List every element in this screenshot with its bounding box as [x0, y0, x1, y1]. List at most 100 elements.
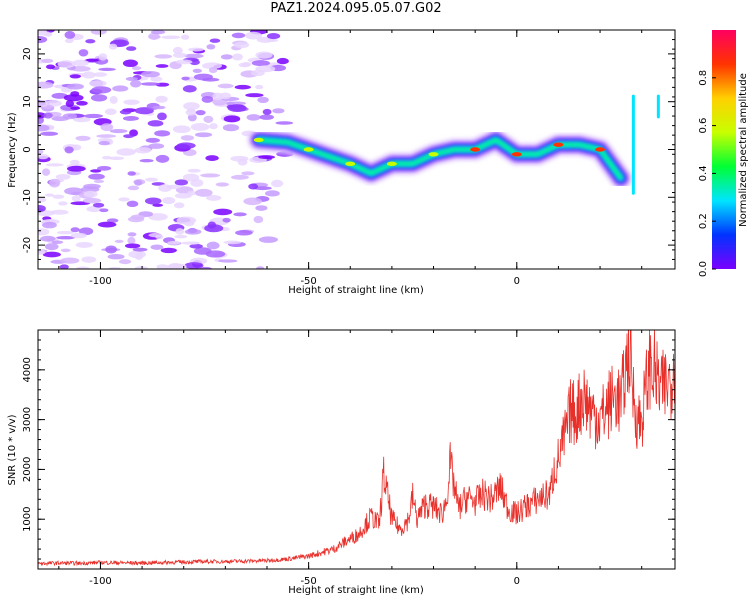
spectrogram-noise-cell [127, 171, 136, 176]
spectrogram-noise-cell [127, 185, 140, 191]
spectrogram-noise-cell [266, 33, 281, 40]
x-tick-label: -50 [300, 576, 316, 587]
spectrogram-noise-cell [116, 148, 136, 156]
spectrogram-noise-cell [207, 221, 217, 229]
colorbar-tick-label: 0.0 [698, 261, 709, 277]
spectrogram-noise-cell [155, 234, 164, 240]
x-tick-label: 0 [514, 276, 520, 287]
spectrogram-noise-cell [70, 232, 87, 239]
snr-background [38, 330, 675, 569]
x-tick-label: 0 [514, 576, 520, 587]
spectrogram-noise-cell [145, 137, 160, 143]
y-tick-label: 1000 [22, 506, 33, 531]
spectrogram-noise-cell [123, 134, 135, 139]
spectrogram-noise-cell [90, 94, 108, 102]
spectrogram-noise-cell [93, 72, 107, 77]
spectrogram-noise-cell [230, 174, 249, 180]
spectrogram-noise-cell [275, 121, 294, 125]
spectrogram-noise-cell [126, 200, 139, 208]
spectrogram-noise-cell [248, 183, 259, 190]
spectrogram-noise-cell [38, 228, 50, 236]
spectrogram-noise-cell [241, 171, 255, 176]
spectrogram-noise-cell [181, 76, 190, 81]
spectrogram-noise-cell [71, 195, 81, 202]
spectrogram-noise-cell [127, 232, 137, 237]
spectrogram-noise-cell [122, 59, 138, 68]
spectrogram-noise-cell [199, 266, 213, 269]
spectrogram-noise-cell [100, 123, 114, 132]
spectrogram-y-axis-label: Frequency (Hz) [7, 112, 18, 188]
spectrogram-noise-cell [127, 236, 136, 245]
spectrogram-noise-cell [180, 135, 195, 141]
y-tick-label: 20 [22, 48, 33, 61]
spectrogram-noise-cell [44, 243, 59, 251]
spectrogram-noise-cell [175, 59, 193, 65]
spectrogram-noise-cell [157, 112, 167, 121]
spectrogram-noise-cell [147, 120, 164, 127]
spectrogram-noise-cell [160, 247, 177, 254]
y-tick-label: -20 [22, 237, 33, 253]
spectrogram-noise-cell [209, 38, 221, 43]
spectrogram-noise-cell [62, 113, 78, 120]
spectrogram-noise-cell [51, 240, 64, 245]
spectrogram-noise-cell [217, 83, 234, 89]
spectrogram-noise-cell [55, 174, 71, 180]
spectrogram-noise-cell [98, 67, 116, 71]
spectrogram-noise-cell [46, 64, 56, 70]
spectrogram-noise-cell [213, 208, 233, 216]
snr-series-line [38, 330, 675, 567]
spectrogram-ridge-peak [386, 161, 397, 167]
figure-title: PAZ1.2024.095.05.07.G02 [270, 1, 442, 16]
spectrogram-noise-cell [38, 204, 46, 213]
snr-x-axis-label: Height of straight line (km) [288, 585, 424, 596]
spectrogram-noise-cell [114, 239, 124, 243]
y-tick-label: 3000 [22, 407, 33, 432]
spectrogram-noise-cell [59, 264, 69, 269]
spectrogram-x-axis-label: Height of straight line (km) [288, 285, 424, 296]
spectrogram-noise-cell [162, 196, 176, 205]
spectrogram-noise-cell [141, 70, 160, 78]
spectrogram-noise-cell [243, 197, 263, 206]
y-tick-label: 10 [22, 95, 33, 108]
spectrogram-noise-cell [64, 187, 84, 195]
spectrogram-noise-cell [272, 108, 285, 114]
spectrogram-noise-cell [233, 212, 247, 217]
spectrogram-noise-cell [38, 124, 50, 132]
spectrogram-noise-cell [56, 236, 75, 240]
spectrogram-noise-cell [70, 91, 80, 97]
spectrogram-noise-cell [124, 243, 141, 249]
spectrogram-noise-cell [195, 110, 206, 116]
spectrogram-noise-cell [42, 168, 51, 176]
spectrogram-noise-cell [184, 228, 202, 235]
y-tick-label: -10 [22, 189, 33, 205]
spectrogram-noise-cell [189, 243, 203, 249]
spectrogram-noise-cell [118, 197, 130, 202]
spectrogram-noise-cell [38, 35, 48, 44]
spectrogram-noise-cell [70, 106, 81, 110]
spectrogram-noise-cell [38, 153, 49, 160]
spectrogram-noise-cell [172, 46, 183, 55]
spectrogram-noise-cell [38, 81, 54, 89]
spectrogram-noise-cell [132, 247, 148, 252]
spectrogram-noise-cell [158, 184, 172, 192]
spectrogram-noise-cell [42, 251, 61, 258]
spectrogram-noise-cell [255, 51, 273, 59]
spectrogram-noise-cell [90, 30, 107, 35]
spectrogram-noise-cell [130, 80, 142, 88]
spectrogram-noise-cell [212, 92, 223, 101]
spectrogram-noise-cell [69, 74, 82, 79]
spectrogram-noise-cell [174, 192, 192, 199]
spectrogram-noise-cell [66, 83, 84, 90]
spectrogram-noise-cell [150, 30, 166, 35]
spectrogram-noise-cell [223, 240, 242, 245]
spectrogram-noise-cell [155, 95, 168, 103]
colorbar-tick-label: 0.2 [698, 213, 709, 229]
spectrogram-noise-cell [105, 245, 117, 254]
spectrogram-noise-cell [172, 125, 191, 134]
spectrogram-noise-cell [223, 115, 241, 123]
spectrogram-noise-cell [130, 214, 145, 220]
spectrogram-noise-cell [56, 230, 74, 235]
spectrogram-noise-cell [60, 257, 80, 264]
spectrogram-noise-cell [156, 264, 169, 269]
